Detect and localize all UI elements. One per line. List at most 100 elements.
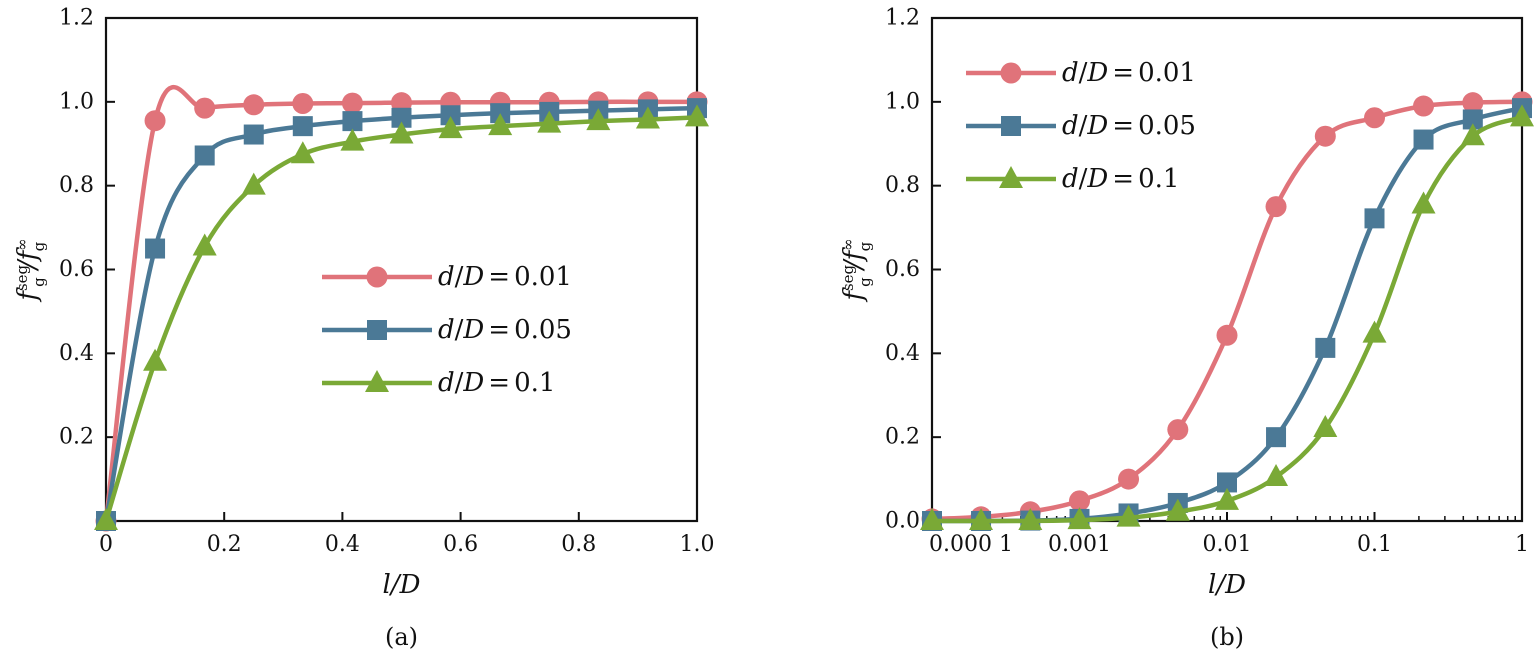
x-tick-label: 0.8: [561, 532, 596, 557]
x-tick-label: 0.1: [1357, 532, 1392, 557]
legend-label: d/D = 0.1: [1062, 164, 1179, 194]
data-point: [1167, 419, 1189, 441]
x-tick-label: 0.01: [1203, 532, 1252, 557]
data-point: [1116, 504, 1141, 527]
y-tick-label: 0.0: [885, 509, 920, 534]
data-point: [969, 508, 994, 530]
y-tick-label: 1.2: [885, 6, 920, 31]
x-tick-label: 0.000 1: [929, 532, 1013, 557]
data-point: [290, 141, 315, 164]
y-axis-title: fsegg/f∞g: [839, 238, 874, 302]
legend-label: d/D = 0.05: [1062, 111, 1196, 141]
panel-caption: (a): [385, 623, 418, 651]
data-point: [1315, 337, 1336, 358]
data-point: [1462, 109, 1483, 130]
data-point: [1462, 92, 1484, 114]
legend-marker: [999, 166, 1023, 188]
data-point: [391, 107, 412, 128]
data-point: [440, 105, 461, 126]
data-point: [341, 92, 363, 114]
data-point: [1069, 490, 1090, 512]
y-tick-label: 0.8: [59, 173, 94, 198]
data-point: [342, 111, 363, 132]
data-point: [586, 108, 611, 131]
y-tick-label: 1.2: [59, 6, 94, 31]
data-point: [194, 145, 215, 166]
y-tick-label: 1.0: [885, 89, 920, 114]
data-point: [488, 113, 513, 136]
data-point: [1411, 191, 1436, 214]
legend-label: d/D = 0.01: [438, 262, 572, 292]
y-tick-label: 0.6: [885, 257, 920, 282]
y-tick-label: 0.4: [59, 341, 94, 366]
data-point: [1018, 508, 1043, 530]
data-point: [143, 348, 168, 371]
x-tick-label: 1.0: [680, 532, 715, 557]
data-point: [1118, 468, 1140, 490]
x-tick-label: 0: [99, 532, 113, 557]
legend-label: d/D = 0.1: [438, 368, 555, 398]
data-point: [243, 94, 265, 116]
y-tick-label: 0.2: [59, 425, 94, 450]
data-point: [635, 106, 660, 129]
data-point: [1460, 123, 1485, 146]
data-point: [685, 104, 709, 127]
data-point: [1265, 196, 1287, 218]
x-tick-label: 0.6: [443, 532, 478, 557]
series-line: [103, 115, 700, 524]
series-line: [103, 84, 700, 524]
plot-frame: [930, 16, 1524, 523]
legend-label: d/D = 0.01: [1062, 58, 1196, 88]
data-point: [438, 116, 463, 139]
y-tick-label: 0.2: [885, 425, 920, 450]
chart-panel-a: 0.2 0.4 0.6 0.8 1.0 1.2 0 0.2 0.4 0.6 0.8 1.0 d/D = 0.…: [13, 6, 715, 652]
data-point: [389, 121, 414, 144]
data-point: [1215, 487, 1239, 510]
data-point: [340, 128, 365, 151]
data-point: [192, 233, 217, 256]
legend-marker: [366, 266, 388, 288]
y-tick-label: 0.8: [885, 173, 920, 198]
x-tick-label: 0.2: [207, 532, 242, 557]
data-point: [1314, 125, 1336, 147]
data-point: [243, 124, 264, 145]
data-point: [144, 110, 166, 132]
x-tick-label: 0.4: [325, 532, 360, 557]
x-axis-title: l/D: [1208, 570, 1246, 600]
y-tick-label: 0.6: [59, 257, 94, 282]
legend-marker: [365, 370, 389, 392]
series-line: [103, 105, 700, 524]
data-point: [1362, 320, 1387, 343]
data-point: [1413, 129, 1434, 150]
data-point: [292, 116, 313, 137]
legend-marker: [1001, 116, 1021, 136]
data-point: [537, 110, 562, 133]
data-point: [292, 93, 314, 115]
x-tick-label: 1: [1515, 532, 1529, 557]
legend-label: d/D = 0.05: [438, 315, 572, 345]
data-point: [145, 238, 166, 259]
data-point: [241, 172, 266, 195]
y-axis-title: fsegg/f∞g: [13, 238, 48, 302]
data-point: [94, 508, 118, 530]
data-point: [920, 508, 944, 530]
series-line: [929, 99, 1525, 522]
series-line: [929, 105, 1525, 524]
x-tick-label: 0.001: [1048, 532, 1111, 557]
panel-caption: (b): [1210, 623, 1244, 651]
legend-marker: [1000, 62, 1022, 84]
y-tick-label: 1.0: [59, 89, 94, 114]
data-point: [1165, 498, 1190, 521]
x-axis-title: l/D: [383, 570, 421, 600]
data-point: [1364, 107, 1385, 129]
y-tick-label: 0.4: [885, 341, 920, 366]
data-point: [1364, 208, 1385, 229]
data-point: [1313, 414, 1338, 437]
legend-marker: [367, 320, 387, 340]
data-point: [1216, 324, 1238, 346]
data-point: [1264, 463, 1289, 486]
data-point: [1067, 507, 1092, 530]
data-point: [1510, 104, 1534, 127]
data-point: [1266, 427, 1287, 448]
